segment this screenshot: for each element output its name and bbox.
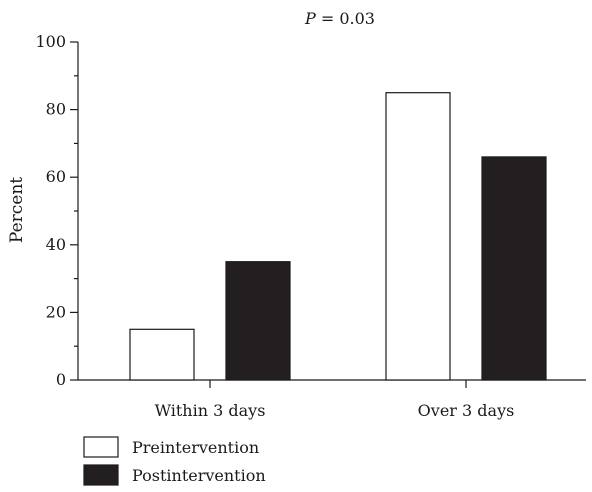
y-tick-label: 100 — [35, 32, 66, 51]
x-category-label: Over 3 days — [418, 401, 515, 420]
legend: Preintervention Postintervention — [83, 436, 266, 486]
y-tick-label: 0 — [56, 370, 66, 389]
y-tick-label: 40 — [46, 235, 66, 254]
p-value-text: = 0.03 — [316, 9, 375, 28]
y-tick-label: 80 — [46, 100, 66, 119]
y-tick-label: 20 — [46, 302, 66, 321]
bar-postintervention-1 — [481, 156, 547, 381]
y-axis: 0 20 40 60 80 100 — [35, 32, 79, 389]
y-axis-label: Percent — [7, 177, 27, 243]
y-tick-label: 60 — [46, 167, 66, 186]
p-value-symbol: P — [304, 9, 316, 28]
bar-postintervention-0 — [225, 261, 291, 381]
bar-preintervention-0 — [129, 328, 195, 381]
x-axis: Within 3 days Over 3 days — [78, 379, 586, 420]
legend-label: Postintervention — [132, 466, 266, 485]
x-category-label: Within 3 days — [155, 401, 266, 420]
p-value-annotation: P = 0.03 — [304, 9, 375, 28]
legend-swatch — [83, 436, 119, 458]
bar-preintervention-1 — [385, 92, 451, 381]
legend-label: Preintervention — [132, 438, 259, 457]
bars — [129, 92, 547, 381]
legend-swatch — [83, 464, 119, 486]
